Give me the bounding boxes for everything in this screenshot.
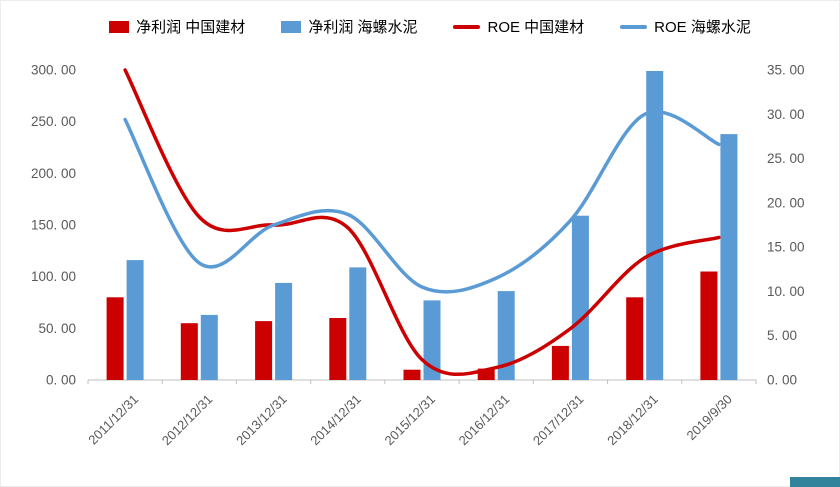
- bar-series1-cat5: [497, 291, 515, 380]
- bar-series0-cat7: [626, 297, 644, 380]
- right-axis-tick-label: 15. 00: [767, 240, 805, 255]
- bar-series1-cat7: [646, 71, 664, 380]
- left-axis-tick-label: 50. 00: [38, 321, 76, 336]
- x-axis-category-label: 2012/12/31: [159, 392, 216, 449]
- bar-series0-cat2: [255, 321, 273, 380]
- bar-series0-cat8: [700, 271, 718, 380]
- right-axis-tick-label: 25. 00: [767, 151, 805, 166]
- x-axis-category-label: 2017/12/31: [530, 392, 587, 449]
- bar-series0-cat3: [329, 318, 347, 380]
- legend-item-roe-conch: ROE 海螺水泥: [620, 16, 751, 37]
- legend-label-roe-conch: ROE 海螺水泥: [654, 19, 751, 36]
- bar-series0-cat5: [477, 368, 495, 380]
- corner-artifact: [790, 477, 840, 487]
- legend-label-netprofit-cnbm: 净利润 中国建材: [136, 19, 246, 36]
- bar-series1-cat4: [423, 300, 441, 380]
- bar-series0-cat1: [180, 323, 198, 380]
- x-axis-category-label: 2015/12/31: [381, 392, 438, 449]
- bar-series1-cat2: [275, 282, 293, 380]
- left-axis-tick-label: 200. 00: [31, 166, 76, 181]
- legend-line-swatch-blue: [620, 24, 648, 29]
- bar-series1-cat8: [720, 134, 738, 380]
- x-axis-category-label: 2016/12/31: [456, 392, 513, 449]
- legend-line-swatch-red: [453, 24, 481, 29]
- right-axis-tick-label: 20. 00: [767, 195, 805, 210]
- x-axis-category-label: 2018/12/31: [604, 392, 661, 449]
- bar-series0-cat6: [551, 345, 569, 380]
- bar-series0-cat0: [106, 297, 124, 380]
- right-axis-tick-label: 35. 00: [767, 63, 805, 78]
- roe-line-series1: [123, 110, 721, 294]
- left-axis-tick-label: 300. 00: [31, 63, 76, 78]
- x-axis-category-label: 2013/12/31: [233, 392, 290, 449]
- left-axis-tick-label: 150. 00: [31, 218, 76, 233]
- right-axis-tick-label: 10. 00: [767, 284, 805, 299]
- legend-item-netprofit-conch: 净利润 海螺水泥: [281, 16, 417, 37]
- right-axis-tick-label: 5. 00: [767, 328, 797, 343]
- legend-bar-swatch-blue: [281, 20, 302, 33]
- x-axis-category-label: 2019/9/30: [684, 392, 736, 444]
- bar-series1-cat1: [200, 314, 218, 380]
- bar-series1-cat3: [349, 267, 367, 380]
- roe-line-series0: [123, 68, 721, 377]
- bar-series0-cat4: [403, 369, 421, 380]
- x-axis-category-label: 2011/12/31: [85, 392, 141, 448]
- legend-item-roe-cnbm: ROE 中国建材: [453, 16, 584, 37]
- legend-item-netprofit-cnbm: 净利润 中国建材: [109, 16, 245, 37]
- legend-label-roe-cnbm: ROE 中国建材: [487, 19, 585, 36]
- right-axis-tick-label: 0. 00: [767, 373, 797, 388]
- left-axis-tick-label: 100. 00: [31, 269, 76, 284]
- left-axis-tick-label: 0. 00: [46, 373, 76, 388]
- legend-bar-swatch-red: [109, 20, 130, 33]
- bar-series1-cat0: [126, 260, 144, 380]
- chart-legend: 净利润 中国建材 净利润 海螺水泥 ROE 中国建材 ROE 海螺水泥: [50, 16, 810, 37]
- legend-label-netprofit-conch: 净利润 海螺水泥: [308, 19, 418, 36]
- x-axis-category-label: 2014/12/31: [307, 392, 364, 449]
- right-axis-tick-label: 30. 00: [767, 107, 805, 122]
- left-axis-tick-label: 250. 00: [31, 114, 76, 129]
- bar-series1-cat6: [571, 215, 589, 380]
